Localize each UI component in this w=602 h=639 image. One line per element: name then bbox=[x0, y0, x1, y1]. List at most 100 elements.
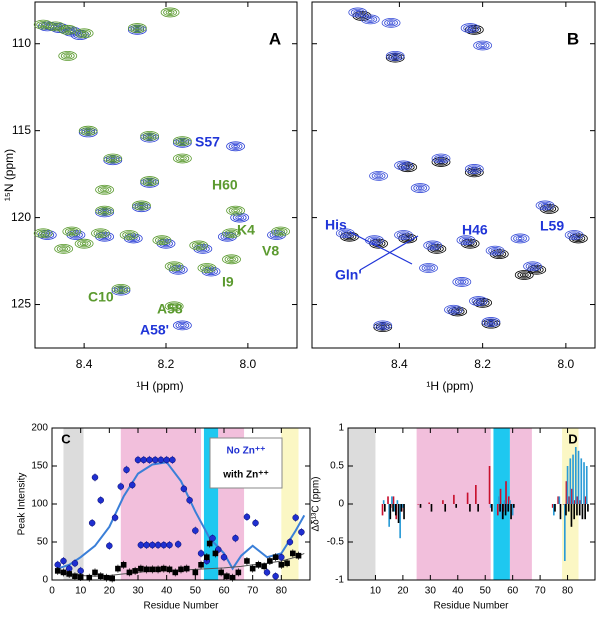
data-point bbox=[263, 569, 271, 576]
contour-ring bbox=[369, 170, 388, 181]
bar bbox=[419, 504, 422, 508]
contour-ring bbox=[340, 230, 350, 236]
data-point bbox=[132, 568, 138, 574]
contour-ring bbox=[375, 321, 390, 329]
bar bbox=[498, 496, 500, 504]
data-point bbox=[163, 456, 170, 464]
contour-ring bbox=[401, 233, 406, 237]
contour-ring bbox=[165, 10, 175, 15]
contour-ring bbox=[421, 264, 436, 272]
y-tick-label: -1 bbox=[335, 575, 344, 586]
contour-ring bbox=[78, 125, 98, 136]
contour-ring bbox=[130, 26, 145, 34]
data-point bbox=[60, 569, 67, 576]
peak bbox=[419, 263, 438, 273]
data-point bbox=[155, 566, 161, 573]
data-point bbox=[106, 542, 113, 550]
contour-ring bbox=[167, 302, 182, 310]
data-point bbox=[143, 541, 150, 549]
contour-ring bbox=[476, 299, 481, 303]
contour-ring bbox=[83, 128, 93, 134]
contour-ring bbox=[452, 277, 472, 287]
contour-ring bbox=[51, 23, 60, 29]
contour-ring bbox=[172, 137, 192, 148]
contour-ring bbox=[175, 321, 190, 329]
contour-ring bbox=[228, 207, 243, 215]
contour-ring bbox=[431, 153, 451, 164]
peak bbox=[58, 50, 78, 61]
fit-curve bbox=[57, 461, 306, 571]
data-point bbox=[143, 566, 150, 573]
contour-ring bbox=[145, 135, 155, 141]
bar bbox=[491, 504, 493, 512]
bar bbox=[430, 504, 433, 512]
contour-ring bbox=[343, 231, 348, 235]
x-axis-label: ¹H (ppm) bbox=[426, 379, 473, 393]
data-point bbox=[192, 527, 199, 534]
peak bbox=[394, 160, 413, 171]
contour-ring bbox=[484, 318, 498, 326]
x-tick-label: 30 bbox=[425, 586, 437, 597]
contour-ring bbox=[393, 54, 398, 58]
contour-ring bbox=[95, 207, 114, 218]
contour-ring bbox=[111, 283, 131, 294]
legend-box bbox=[209, 437, 283, 489]
bar bbox=[455, 504, 458, 508]
x-tick-label: 50 bbox=[190, 586, 202, 597]
contour-ring bbox=[172, 136, 192, 146]
contour-ring bbox=[467, 26, 473, 30]
contour-ring bbox=[175, 137, 190, 145]
data-point bbox=[86, 574, 93, 581]
bar bbox=[562, 504, 565, 505]
contour-ring bbox=[224, 229, 239, 237]
y-tick-label: 150 bbox=[31, 461, 48, 472]
contour-ring bbox=[469, 169, 479, 175]
data-point bbox=[272, 554, 279, 560]
contour-ring bbox=[378, 324, 388, 330]
contour-ring bbox=[569, 232, 579, 238]
x-tick-label: 8.2 bbox=[158, 357, 175, 371]
contour-ring bbox=[222, 228, 241, 239]
bar bbox=[475, 485, 477, 504]
x-tick-label: 8.4 bbox=[391, 357, 408, 371]
bar bbox=[554, 504, 556, 512]
contour-ring bbox=[177, 140, 187, 146]
contour-ring bbox=[228, 142, 243, 150]
contour-ring bbox=[224, 255, 239, 263]
data-point bbox=[140, 456, 147, 464]
contour-ring bbox=[172, 153, 192, 164]
contour-ring bbox=[163, 8, 177, 17]
y-tick-label: 100 bbox=[31, 499, 48, 510]
bar bbox=[568, 496, 570, 504]
contour-ring bbox=[492, 249, 498, 253]
peak bbox=[132, 200, 151, 211]
data-point bbox=[232, 534, 239, 542]
contour-ring bbox=[145, 178, 155, 184]
contour-ring bbox=[97, 186, 112, 194]
bar bbox=[466, 492, 469, 504]
bar bbox=[565, 481, 568, 504]
bar bbox=[577, 450, 580, 504]
y-tick-label: 125 bbox=[11, 297, 31, 311]
contour-ring bbox=[177, 138, 187, 144]
contour-ring bbox=[424, 265, 433, 271]
data-point bbox=[146, 456, 153, 464]
contour-ring bbox=[63, 53, 73, 59]
contour-ring bbox=[273, 227, 288, 236]
bar bbox=[512, 504, 515, 508]
y-tick-label: 0.5 bbox=[330, 461, 344, 472]
peak bbox=[369, 170, 388, 181]
contour-ring bbox=[155, 236, 169, 244]
contour-ring bbox=[235, 215, 245, 220]
peak bbox=[460, 23, 480, 33]
contour-ring bbox=[134, 201, 149, 210]
contour-ring bbox=[231, 143, 240, 149]
contour-ring bbox=[486, 321, 496, 327]
bar bbox=[384, 504, 386, 512]
data-point bbox=[109, 575, 115, 582]
data-point bbox=[71, 560, 79, 567]
contour-ring bbox=[189, 240, 209, 251]
data-point bbox=[129, 481, 136, 489]
peak bbox=[539, 204, 559, 214]
bar bbox=[417, 504, 420, 505]
